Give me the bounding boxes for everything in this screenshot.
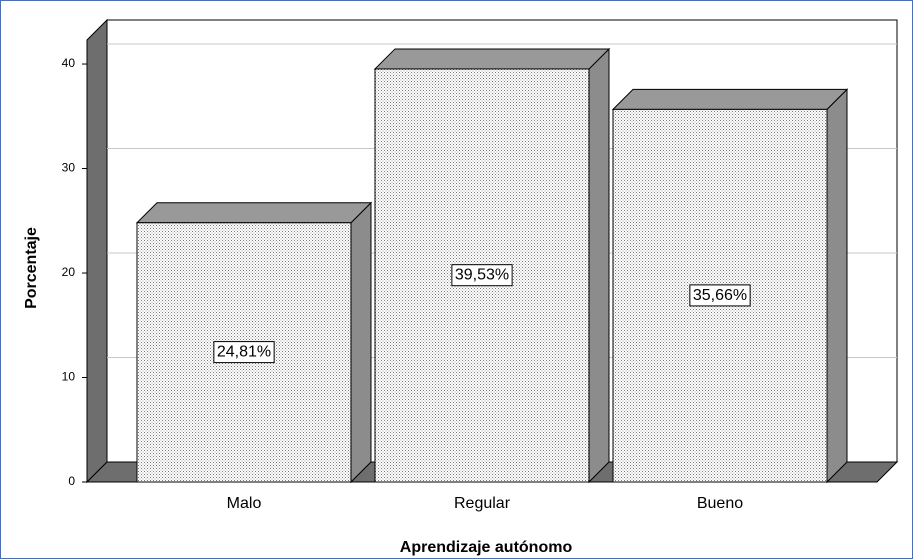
- x-tick-label: Malo: [227, 495, 262, 512]
- y-tick-label: 20: [62, 265, 76, 279]
- y-tick-label: 0: [68, 474, 75, 488]
- x-axis-label: Aprendizaje autónomo: [400, 539, 573, 556]
- data-label-box: [451, 264, 513, 287]
- data-label-box: [213, 341, 275, 364]
- bar-side: [588, 47, 610, 484]
- data-label: 24,81%: [217, 344, 271, 361]
- left-wall: [86, 18, 108, 484]
- bar-top: [373, 48, 611, 70]
- data-label-box: [689, 284, 751, 307]
- y-tick-label: 30: [62, 161, 76, 175]
- y-axis-label: Porcentaje: [23, 227, 40, 309]
- bar-side: [350, 201, 372, 484]
- data-label: 39,53%: [455, 267, 509, 284]
- y-tick-label: 40: [62, 56, 76, 70]
- bar-side: [826, 88, 848, 484]
- bar-top: [135, 202, 373, 224]
- x-tick-label: Regular: [454, 495, 511, 512]
- x-tick-label: Bueno: [697, 495, 743, 512]
- y-tick-label: 10: [62, 370, 76, 384]
- bar-top: [611, 88, 849, 110]
- data-label: 35,66%: [693, 287, 747, 304]
